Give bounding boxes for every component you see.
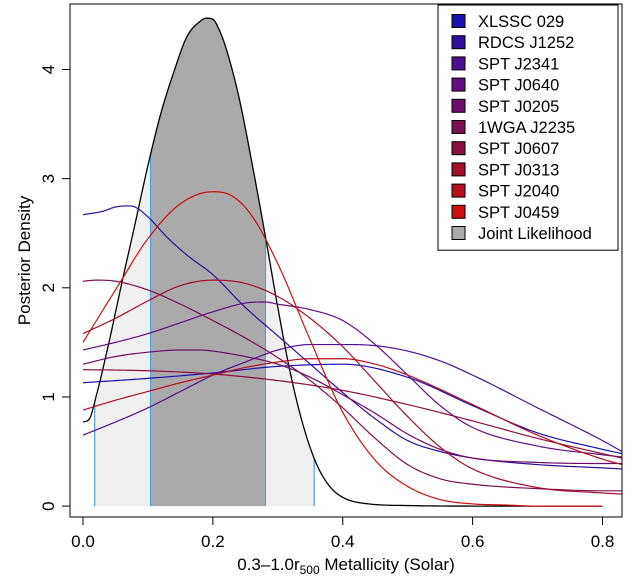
- axes: 0.0 0.2 0.4 0.6 0.8 0 1 2 3 4 0.3–1.0r500 Metallic…: [15, 3, 623, 577]
- series-line: [82, 279, 623, 495]
- series-line: [82, 363, 623, 455]
- y-axis-label: Posterior Density: [15, 195, 34, 325]
- x-axis-label-main: 0.3–1.0r: [237, 555, 300, 574]
- legend-label: SPT J0640: [478, 77, 559, 95]
- series-line: [82, 279, 622, 492]
- plot-area: [82, 17, 623, 507]
- series-line: [82, 369, 623, 459]
- y-tick-label: 1: [39, 392, 58, 401]
- series-line: [82, 343, 623, 453]
- x-axis-label-tail: Metallicity (Solar): [320, 555, 455, 574]
- legend-label: SPT J2040: [478, 183, 559, 201]
- series-line: [82, 191, 603, 507]
- joint-likelihood-curve: [82, 17, 603, 507]
- legend-box: [437, 4, 619, 251]
- legend-swatch: [451, 120, 466, 134]
- x-tick-label: 0.6: [461, 532, 485, 551]
- x-tick-label: 0.8: [591, 532, 615, 551]
- legend-swatch: [451, 35, 466, 50]
- legend-swatch: [451, 56, 466, 71]
- legend-label: Joint Likelihood: [478, 225, 592, 243]
- series-line: [82, 349, 622, 465]
- legend-label: SPT J0205: [478, 98, 559, 116]
- x-axis-label-subscript: 500: [300, 563, 320, 577]
- legend-label: SPT J2341: [478, 55, 559, 73]
- legend-swatch: [451, 183, 466, 198]
- x-tick-label: 0.2: [201, 532, 225, 551]
- series-line: [82, 301, 623, 458]
- interval-68-region: [150, 18, 266, 507]
- y-tick-label: 2: [39, 283, 58, 292]
- x-tick-label: 0.4: [331, 532, 355, 551]
- y-tick-label: 3: [39, 174, 58, 183]
- y-tick-label: 0: [39, 501, 58, 510]
- legend-swatch: [451, 226, 466, 240]
- legend-swatch: [451, 162, 466, 177]
- legend-label: 1WGA J2235: [478, 119, 575, 137]
- legend-label: SPT J0459: [478, 204, 559, 222]
- plot-frame: [69, 3, 623, 518]
- x-axis-label: 0.3–1.0r500 Metallicity (Solar): [237, 555, 455, 577]
- legend-swatch: [451, 77, 466, 92]
- legend-swatch: [451, 141, 466, 156]
- legend-swatch: [451, 14, 466, 28]
- legend-label: XLSSC 029: [478, 13, 564, 31]
- legend: XLSSC 029 RDCS J1252 SPT J2341 SPT J0640 SPT…: [437, 4, 619, 251]
- legend-swatch: [451, 204, 466, 219]
- legend-swatch: [451, 98, 466, 113]
- legend-label: RDCS J1252: [478, 34, 574, 52]
- legend-label: SPT J0607: [478, 140, 559, 158]
- x-tick-label: 0.0: [71, 532, 95, 551]
- series-line: [82, 358, 623, 466]
- legend-label: SPT J0313: [478, 161, 559, 179]
- y-tick-label: 4: [39, 65, 58, 74]
